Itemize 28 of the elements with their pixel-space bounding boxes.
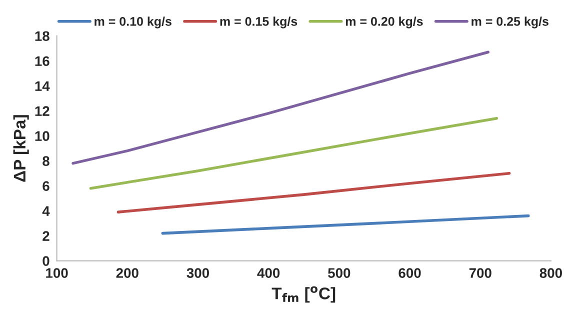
y-tick-label: 18 bbox=[35, 31, 50, 42]
y-tick-label: 16 bbox=[35, 56, 50, 66]
line-series bbox=[161, 214, 530, 235]
line-series bbox=[116, 172, 511, 214]
x-tick-label: 100 bbox=[46, 268, 68, 278]
line-series bbox=[89, 116, 498, 190]
legend-label: m = 0.10 kg/s bbox=[94, 16, 172, 28]
y-tick-label: 2 bbox=[42, 231, 50, 241]
y-tick-label: 14 bbox=[35, 81, 50, 91]
y-tick-label: 0 bbox=[42, 256, 50, 266]
x-tick-label: 700 bbox=[469, 268, 492, 278]
x-axis-title: T$_{fm}$ [$^{o}$C] bbox=[272, 286, 336, 303]
x-tick-label: 200 bbox=[116, 268, 138, 278]
y-tick-label: 10 bbox=[35, 131, 50, 142]
y-tick-label: 6 bbox=[42, 181, 50, 191]
x-tick-label: 600 bbox=[398, 268, 421, 278]
legend-label: m = 0.20 kg/s bbox=[346, 16, 423, 28]
x-tick-label: 800 bbox=[540, 268, 562, 278]
x-tick-label: 300 bbox=[186, 268, 210, 278]
y-tick-label: 8 bbox=[42, 156, 50, 166]
legend-label: m = 0.15 kg/s bbox=[220, 16, 298, 28]
line-series bbox=[72, 50, 490, 165]
y-axis-title: ΔP [kPa] bbox=[13, 115, 29, 182]
y-tick-label: 12 bbox=[35, 106, 50, 116]
legend-label: m = 0.25 kg/s bbox=[472, 16, 548, 28]
x-tick-label: 400 bbox=[257, 268, 280, 278]
x-tick-label: 500 bbox=[328, 268, 350, 278]
y-tick-label: 4 bbox=[42, 206, 50, 216]
